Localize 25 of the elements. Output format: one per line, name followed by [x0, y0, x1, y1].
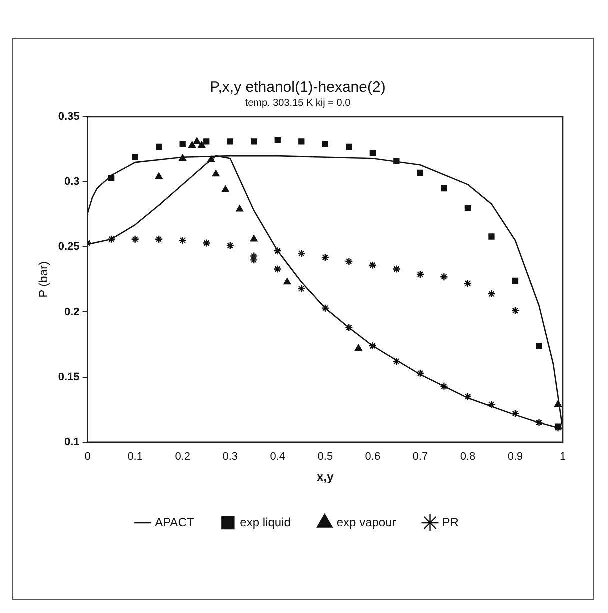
x-tick-label: 0.9 — [508, 451, 524, 464]
x-tick-label: 0.1 — [128, 451, 143, 464]
y-axis-title: P (bar) — [36, 261, 51, 298]
legend-label: PR — [442, 515, 460, 530]
legend-label: APACT — [155, 515, 195, 530]
x-tick-label: 0.2 — [175, 451, 190, 464]
x-axis-title: x,y — [317, 470, 334, 484]
x-tick-label: 0.6 — [365, 451, 381, 464]
y-tick-label: 0.3 — [64, 176, 80, 188]
x-tick-label: 0.5 — [318, 451, 334, 464]
y-tick-label: 0.15 — [58, 371, 80, 384]
y-tick-label: 0.25 — [58, 241, 80, 254]
legend-label: exp liquid — [240, 515, 291, 530]
x-tick-label: 0.7 — [412, 451, 428, 464]
chart-title: P,x,y ethanol(1)-hexane(2) — [210, 79, 386, 96]
x-tick-label: 1 — [560, 451, 566, 464]
chart-subtitle: temp. 303.15 K kij = 0.0 — [245, 98, 352, 109]
x-tick-label: 0.8 — [460, 451, 476, 464]
y-tick-label: 0.35 — [58, 111, 80, 124]
y-tick-label: 0.1 — [64, 436, 80, 448]
legend-label: exp vapour — [336, 515, 396, 530]
x-tick-label: 0.4 — [270, 451, 286, 464]
x-tick-label: 0.3 — [222, 451, 238, 464]
y-tick-label: 0.2 — [64, 306, 80, 318]
x-tick-label: 0 — [84, 451, 91, 464]
